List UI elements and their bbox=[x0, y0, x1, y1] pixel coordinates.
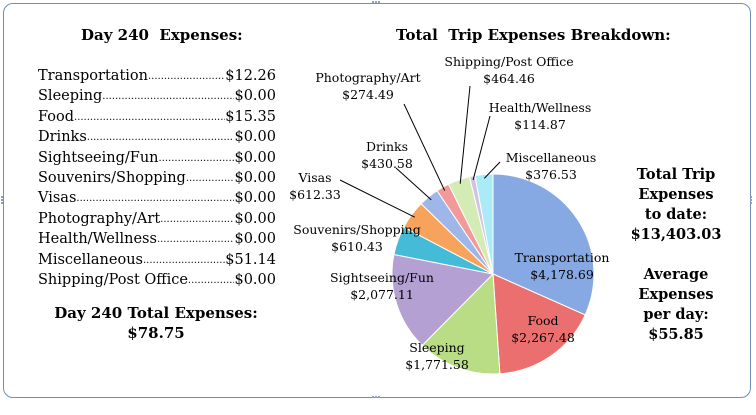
slice-name-label: Health/Wellness bbox=[489, 100, 592, 115]
slice-value-label: $376.53 bbox=[525, 167, 577, 182]
slice-name-label: Sleeping bbox=[409, 340, 464, 355]
slice-value-label: $430.58 bbox=[361, 156, 413, 171]
expense-row: Shipping/Post Office $0.00 bbox=[38, 270, 276, 290]
expense-row: Sleeping $0.00 bbox=[38, 86, 276, 106]
slice-name-label: Food bbox=[527, 313, 558, 328]
pie-labels: Transportation $4,178.69 Food $2,267.48 Slee… bbox=[289, 54, 609, 372]
expense-amount: $0.00 bbox=[234, 190, 276, 207]
expense-name: Photography/Art bbox=[38, 210, 161, 227]
expense-name: Visas bbox=[38, 190, 77, 207]
expense-name: Sleeping bbox=[38, 88, 103, 105]
expense-row: Health/Wellness $0.00 bbox=[38, 229, 276, 249]
leader-line bbox=[403, 103, 446, 191]
resize-handle-right[interactable] bbox=[750, 196, 755, 206]
average-block: Average Expenses per day: $55.85 bbox=[626, 265, 726, 345]
expense-row: Sightseeing/Fun $0.00 bbox=[38, 148, 276, 168]
slice-value-label: $610.43 bbox=[331, 239, 383, 254]
total-trip-value: $13,403.03 bbox=[630, 226, 722, 243]
expense-row: Souvenirs/Shopping $0.00 bbox=[38, 168, 276, 188]
expense-amount: $12.26 bbox=[225, 68, 276, 84]
expense-name: Shipping/Post Office bbox=[38, 271, 188, 288]
expense-name: Miscellaneous bbox=[38, 251, 143, 268]
pie-leader-lines bbox=[339, 85, 501, 218]
resize-handle-bottom[interactable] bbox=[372, 396, 382, 401]
leader-line bbox=[395, 167, 432, 201]
chart-title: Total Trip Expenses Breakdown: bbox=[396, 26, 671, 44]
slice-name-label: Transportation bbox=[515, 250, 610, 265]
expense-name: Transportation bbox=[38, 68, 148, 84]
slice-name-label: Visas bbox=[297, 170, 331, 185]
expense-amount: $0.00 bbox=[234, 129, 276, 146]
pie-slices bbox=[391, 173, 595, 375]
slice-value-label: $114.87 bbox=[514, 117, 566, 132]
expense-row: Miscellaneous $51.14 bbox=[38, 250, 276, 270]
leader-line bbox=[483, 161, 501, 179]
slice-value-label: $274.49 bbox=[342, 87, 394, 102]
slice-value-label: $612.33 bbox=[289, 187, 341, 202]
slice-name-label: Drinks bbox=[366, 139, 408, 154]
slice-name-label: Photography/Art bbox=[315, 70, 420, 85]
expense-row: Drinks $0.00 bbox=[38, 127, 276, 147]
expense-name: Sightseeing/Fun bbox=[38, 149, 159, 166]
pie-slice-miscellaneous bbox=[474, 173, 494, 275]
leader-line bbox=[339, 179, 416, 218]
day-total: Day 240 Total Expenses: $78.75 bbox=[40, 303, 272, 343]
slice-name-label: Souvenirs/Shopping bbox=[293, 222, 420, 237]
expense-row: Transportation $12.26 bbox=[38, 66, 276, 86]
day-expenses-list: Transportation $12.26 Sleeping $0.00 Food $… bbox=[38, 66, 276, 290]
expense-amount: $0.00 bbox=[234, 231, 276, 248]
slice-value-label: $4,178.69 bbox=[530, 267, 594, 282]
expense-row: Visas $0.00 bbox=[38, 188, 276, 208]
slice-value-label: $1,771.58 bbox=[405, 357, 469, 372]
pie-slice-sightseeing-fun bbox=[391, 253, 495, 347]
total-trip-label-2: Expenses bbox=[638, 186, 714, 203]
expense-name: Souvenirs/Shopping bbox=[38, 169, 186, 186]
expense-row: Food $15.35 bbox=[38, 107, 276, 127]
average-value: $55.85 bbox=[648, 326, 704, 343]
total-trip-label-3: to date: bbox=[644, 206, 708, 223]
total-trip-label-1: Total Trip bbox=[636, 166, 716, 183]
slice-name-label: Sightseeing/Fun bbox=[330, 270, 434, 285]
expense-amount: $0.00 bbox=[234, 88, 276, 105]
slice-value-label: $2,077.11 bbox=[350, 287, 414, 302]
expense-name: Food bbox=[38, 108, 75, 125]
resize-handle-left[interactable] bbox=[1, 196, 6, 206]
expense-amount: $15.35 bbox=[225, 108, 276, 125]
expense-row: Photography/Art $0.00 bbox=[38, 209, 276, 229]
pie-slice-sleeping bbox=[421, 272, 501, 375]
resize-handle-top[interactable] bbox=[372, 1, 382, 6]
expense-amount: $0.00 bbox=[234, 210, 276, 227]
pie-slice-transportation bbox=[492, 173, 595, 316]
leader-line bbox=[472, 115, 491, 181]
expense-name: Drinks bbox=[38, 129, 87, 146]
average-label-3: per day: bbox=[643, 306, 709, 323]
pie-slice-food bbox=[492, 273, 586, 375]
slice-value-label: $2,267.48 bbox=[511, 330, 575, 345]
expense-amount: $0.00 bbox=[234, 149, 276, 166]
average-label-2: Expenses bbox=[638, 286, 714, 303]
pie-chart: Transportation $4,178.69 Food $2,267.48 Slee… bbox=[289, 54, 609, 375]
day-expenses-title: Day 240 Expenses: bbox=[81, 26, 243, 44]
slice-value-label: $464.46 bbox=[483, 71, 535, 86]
leader-line bbox=[459, 85, 471, 184]
expense-amount: $0.00 bbox=[234, 271, 276, 288]
average-label-1: Average bbox=[643, 266, 709, 283]
expense-amount: $0.00 bbox=[234, 169, 276, 186]
expense-name: Health/Wellness bbox=[38, 231, 157, 248]
day-total-value: $78.75 bbox=[127, 324, 185, 342]
expense-amount: $51.14 bbox=[225, 251, 276, 268]
slice-name-label: Shipping/Post Office bbox=[444, 54, 573, 69]
slice-name-label: Miscellaneous bbox=[506, 150, 597, 165]
day-total-label: Day 240 Total Expenses: bbox=[54, 304, 258, 322]
total-trip-block: Total Trip Expenses to date: $13,403.03 bbox=[626, 165, 726, 245]
